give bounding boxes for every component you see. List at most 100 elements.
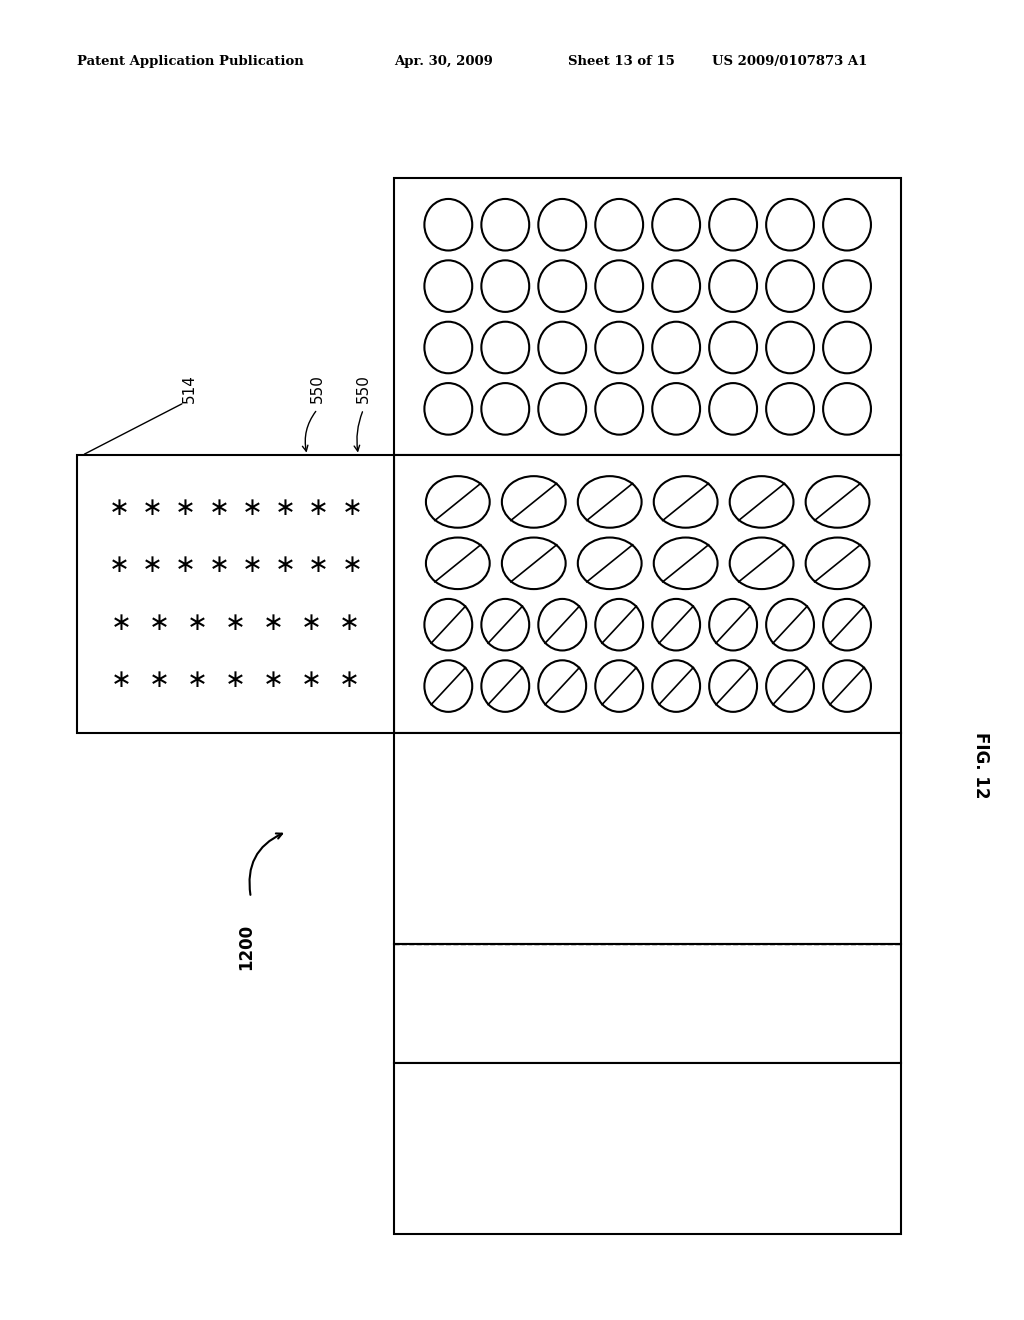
Ellipse shape <box>823 260 871 312</box>
Ellipse shape <box>539 260 586 312</box>
Text: ∗: ∗ <box>109 496 130 520</box>
Text: ∗: ∗ <box>148 611 170 635</box>
Text: ∗: ∗ <box>187 668 208 692</box>
Text: ∗: ∗ <box>225 668 246 692</box>
Ellipse shape <box>481 599 529 651</box>
Ellipse shape <box>653 537 718 589</box>
Ellipse shape <box>481 383 529 434</box>
Text: ∗: ∗ <box>274 553 296 577</box>
Ellipse shape <box>766 322 814 374</box>
Text: ∗: ∗ <box>242 496 263 520</box>
Ellipse shape <box>424 260 472 312</box>
Text: ∗: ∗ <box>141 553 163 577</box>
Ellipse shape <box>766 383 814 434</box>
Ellipse shape <box>652 599 700 651</box>
Ellipse shape <box>481 322 529 374</box>
Ellipse shape <box>766 199 814 251</box>
Text: ∗: ∗ <box>308 553 330 577</box>
Ellipse shape <box>652 660 700 711</box>
Text: ∗: ∗ <box>308 496 330 520</box>
Ellipse shape <box>652 322 700 374</box>
Text: ∗: ∗ <box>339 668 360 692</box>
Ellipse shape <box>424 383 472 434</box>
Ellipse shape <box>539 383 586 434</box>
Text: ∗: ∗ <box>208 553 229 577</box>
Text: ∗: ∗ <box>187 611 208 635</box>
Text: 1200: 1200 <box>237 924 255 970</box>
Text: ∗: ∗ <box>301 668 323 692</box>
Text: ∗: ∗ <box>263 668 284 692</box>
Text: 550: 550 <box>310 374 325 403</box>
Text: ∗: ∗ <box>242 553 263 577</box>
Ellipse shape <box>823 660 871 711</box>
Ellipse shape <box>424 599 472 651</box>
Ellipse shape <box>426 477 489 528</box>
Ellipse shape <box>539 660 586 711</box>
Ellipse shape <box>424 322 472 374</box>
Ellipse shape <box>595 260 643 312</box>
Text: ∗: ∗ <box>141 496 163 520</box>
Bar <box>394 178 901 455</box>
Ellipse shape <box>424 199 472 251</box>
Ellipse shape <box>823 199 871 251</box>
Text: ∗: ∗ <box>341 553 362 577</box>
Ellipse shape <box>730 537 794 589</box>
Text: ∗: ∗ <box>109 553 130 577</box>
Ellipse shape <box>823 599 871 651</box>
Ellipse shape <box>578 537 642 589</box>
Text: ∗: ∗ <box>263 611 284 635</box>
Ellipse shape <box>806 477 869 528</box>
Ellipse shape <box>652 199 700 251</box>
Ellipse shape <box>806 537 869 589</box>
Text: ∗: ∗ <box>225 611 246 635</box>
Ellipse shape <box>652 383 700 434</box>
Bar <box>394 1063 901 1234</box>
Text: Patent Application Publication: Patent Application Publication <box>77 55 303 69</box>
Ellipse shape <box>481 199 529 251</box>
Ellipse shape <box>710 599 757 651</box>
Ellipse shape <box>481 660 529 711</box>
Text: 550: 550 <box>356 374 371 403</box>
Ellipse shape <box>502 477 565 528</box>
Ellipse shape <box>595 599 643 651</box>
Ellipse shape <box>766 660 814 711</box>
Text: ∗: ∗ <box>339 611 360 635</box>
Bar <box>394 455 901 733</box>
Text: ∗: ∗ <box>301 611 323 635</box>
Text: ∗: ∗ <box>175 496 197 520</box>
Ellipse shape <box>578 477 642 528</box>
Text: ∗: ∗ <box>208 496 229 520</box>
Ellipse shape <box>766 599 814 651</box>
Ellipse shape <box>595 199 643 251</box>
Text: ∗: ∗ <box>111 668 132 692</box>
Text: ∗: ∗ <box>175 553 197 577</box>
Bar <box>394 733 901 944</box>
Ellipse shape <box>710 199 757 251</box>
Ellipse shape <box>823 383 871 434</box>
Text: ∗: ∗ <box>111 611 132 635</box>
Ellipse shape <box>653 477 718 528</box>
Ellipse shape <box>595 383 643 434</box>
Ellipse shape <box>502 537 565 589</box>
Bar <box>394 944 901 1063</box>
Ellipse shape <box>539 199 586 251</box>
Text: FIG. 12: FIG. 12 <box>972 733 990 799</box>
Text: ∗: ∗ <box>274 496 296 520</box>
Ellipse shape <box>710 322 757 374</box>
Text: US 2009/0107873 A1: US 2009/0107873 A1 <box>712 55 867 69</box>
Text: Sheet 13 of 15: Sheet 13 of 15 <box>568 55 675 69</box>
Ellipse shape <box>595 660 643 711</box>
Ellipse shape <box>539 322 586 374</box>
Ellipse shape <box>652 260 700 312</box>
Ellipse shape <box>426 537 489 589</box>
Ellipse shape <box>424 660 472 711</box>
Ellipse shape <box>730 477 794 528</box>
Ellipse shape <box>823 322 871 374</box>
Bar <box>77 455 394 733</box>
Text: ∗: ∗ <box>341 496 362 520</box>
Ellipse shape <box>710 660 757 711</box>
Ellipse shape <box>766 260 814 312</box>
Ellipse shape <box>710 260 757 312</box>
Ellipse shape <box>539 599 586 651</box>
Text: ∗: ∗ <box>148 668 170 692</box>
